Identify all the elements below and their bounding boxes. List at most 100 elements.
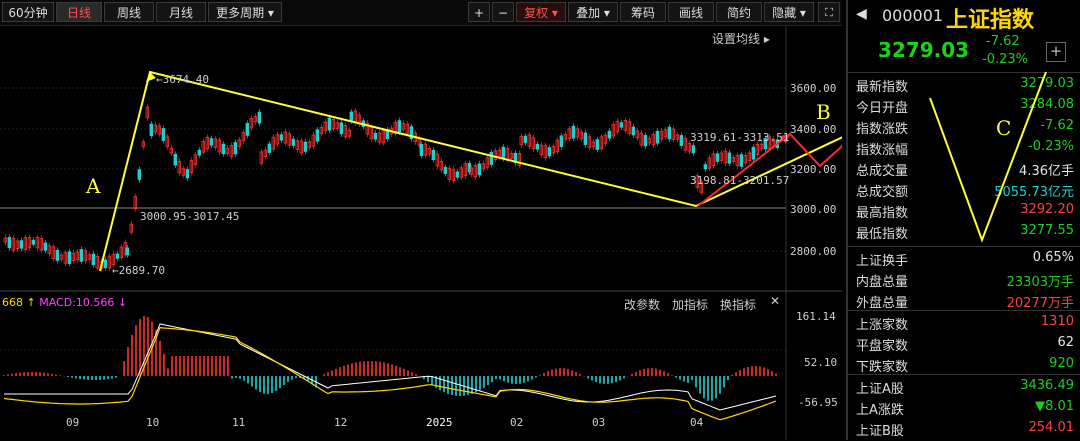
period-60min-button[interactable]: 60分钟 bbox=[2, 2, 54, 22]
stat-label: 最新指数 bbox=[856, 80, 909, 95]
stat-row: 最新指数 3279.03 bbox=[856, 76, 1074, 97]
hide-label: 隐藏 bbox=[772, 6, 797, 20]
index-name: 上证指数 bbox=[946, 8, 1035, 33]
add-watchlist-button[interactable]: + bbox=[1046, 42, 1066, 62]
stat-row: 总成交额 5055.73亿元 bbox=[856, 181, 1074, 202]
stat-row: 指数涨跌 -7.62 bbox=[856, 118, 1074, 139]
stat-label: 最高指数 bbox=[856, 206, 909, 221]
index-price: 3279.03 bbox=[878, 38, 970, 62]
chart-area: 设置均线 ▸ 3600.00 3400.00 3200.00 3000.00 2… bbox=[0, 26, 842, 440]
stat-label: 总成交量 bbox=[856, 164, 909, 179]
x-tick: 04 bbox=[690, 416, 704, 429]
stat-label: 上涨家数 bbox=[856, 318, 909, 333]
index-code: 000001 bbox=[882, 6, 944, 25]
simple-mode-button[interactable]: 简约 bbox=[716, 2, 762, 22]
stat-row: 上证B股 254.01 bbox=[856, 420, 1074, 441]
zoom-out-button[interactable]: − bbox=[492, 2, 514, 22]
stat-row: 今日开盘 3284.08 bbox=[856, 97, 1074, 118]
index-change: -7.62 bbox=[986, 34, 1020, 49]
overlay-label: 叠加 bbox=[576, 6, 601, 20]
chart-toolbar: 60分钟 日线 周线 月线 更多周期 ▾ + − 复权 ▾ 叠加 ▾ 筹码 画线… bbox=[0, 0, 842, 26]
price-tick: 2800.00 bbox=[790, 245, 837, 258]
stat-value: 3292.20 bbox=[1020, 202, 1074, 217]
macd-dif-line bbox=[4, 323, 777, 411]
stat-value: 23303万手 bbox=[1006, 275, 1074, 290]
stat-label: 最低指数 bbox=[856, 227, 909, 242]
x-tick-year: 2025 bbox=[426, 416, 453, 429]
macd-tick: 161.14 bbox=[796, 310, 836, 323]
x-tick: 10 bbox=[146, 416, 160, 429]
price-tick: 3000.00 bbox=[790, 203, 837, 216]
close-indicator-icon[interactable]: ✕ bbox=[770, 294, 781, 308]
stat-row: 外盘总量 20277万手 bbox=[856, 292, 1074, 313]
draw-line-button[interactable]: 画线 bbox=[668, 2, 714, 22]
stat-label: 总成交额 bbox=[856, 185, 909, 200]
price-tick: 3600.00 bbox=[790, 82, 837, 95]
low-value: 2689.70 bbox=[118, 264, 165, 277]
stat-value: 3279.03 bbox=[1020, 76, 1074, 91]
edit-params-button[interactable]: 改参数 bbox=[624, 298, 661, 312]
macd-bars bbox=[3, 316, 777, 401]
stat-label: 上A涨跌 bbox=[856, 403, 904, 418]
annotation-a: A bbox=[86, 174, 101, 198]
panel-separator bbox=[848, 310, 1080, 311]
x-tick: 02 bbox=[510, 416, 524, 429]
macd-tick: 52.10 bbox=[804, 356, 838, 369]
stat-value: 3284.08 bbox=[1020, 97, 1074, 112]
stat-value: 0.65% bbox=[1032, 250, 1074, 265]
low-label: ←2689.70 bbox=[112, 264, 165, 277]
stat-value: 254.01 bbox=[1028, 420, 1075, 435]
fullscreen-icon[interactable]: ⛶ bbox=[818, 2, 840, 22]
stat-label: 下跌家数 bbox=[856, 360, 909, 375]
annotation-b: B bbox=[816, 100, 831, 124]
gap-label-2: 3319.61-3313.51 bbox=[690, 131, 790, 144]
stat-row: 上证A股 3436.49 bbox=[856, 378, 1074, 399]
x-tick: 12 bbox=[334, 416, 348, 429]
set-ma-button[interactable]: 设置均线 ▸ bbox=[712, 32, 770, 46]
macd-header: 668 ↑ MACD:10.566 ↓ bbox=[2, 296, 128, 309]
stat-label: 上证A股 bbox=[856, 382, 904, 397]
stat-row: 最低指数 3277.55 bbox=[856, 223, 1074, 244]
chips-button[interactable]: 筹码 bbox=[620, 2, 666, 22]
macd-dea-line bbox=[3, 326, 777, 421]
add-indicator-button[interactable]: 加指标 bbox=[672, 298, 709, 312]
gap-label: 3000.95-3017.45 bbox=[140, 210, 240, 223]
x-tick: 11 bbox=[232, 416, 246, 429]
stat-label: 指数涨跌 bbox=[856, 122, 909, 137]
stat-value: 4.36亿手 bbox=[1019, 164, 1074, 179]
stat-label: 平盘家数 bbox=[856, 339, 909, 354]
stat-label: 外盘总量 bbox=[856, 296, 909, 311]
stat-label: 指数涨幅 bbox=[856, 143, 909, 158]
x-tick: 03 bbox=[592, 416, 606, 429]
stat-row: 上涨家数 1310 bbox=[856, 314, 1074, 335]
macd-value: MACD:10.566 bbox=[39, 296, 115, 309]
stat-value: ▼8.01 bbox=[1035, 399, 1074, 414]
more-periods-dropdown[interactable]: 更多周期 ▾ bbox=[208, 2, 282, 22]
trend-line-overlay bbox=[99, 70, 842, 272]
zoom-in-button[interactable]: + bbox=[468, 2, 490, 22]
hide-button[interactable]: 隐藏 ▾ bbox=[764, 2, 814, 22]
stat-value: -0.23% bbox=[1028, 139, 1074, 154]
candles-group bbox=[3, 104, 779, 272]
stat-value: 3277.55 bbox=[1020, 223, 1074, 238]
stat-value: 5055.73亿元 bbox=[994, 185, 1074, 200]
restore-rights-button[interactable]: 复权 ▾ bbox=[516, 2, 566, 22]
index-change-pct: -0.23% bbox=[982, 52, 1028, 67]
arrow-head-top bbox=[146, 72, 156, 82]
overlay-button[interactable]: 叠加 ▾ bbox=[568, 2, 618, 22]
stat-row: 下跌家数 920 bbox=[856, 356, 1074, 377]
period-daily-button[interactable]: 日线 bbox=[56, 2, 102, 22]
candlestick-chart[interactable] bbox=[0, 26, 842, 440]
panel-separator bbox=[848, 72, 1080, 73]
restore-rights-label: 复权 bbox=[524, 6, 549, 20]
switch-indicator-button[interactable]: 换指标 bbox=[720, 298, 757, 312]
macd-tick: -56.95 bbox=[798, 396, 838, 409]
red-arrow-head-1 bbox=[780, 134, 790, 144]
price-tick: 3200.00 bbox=[790, 163, 837, 176]
panel-collapse-icon[interactable]: ◀ bbox=[856, 6, 867, 22]
period-weekly-button[interactable]: 周线 bbox=[104, 2, 154, 22]
panel-separator bbox=[848, 246, 1080, 247]
period-monthly-button[interactable]: 月线 bbox=[156, 2, 206, 22]
macd-prefix: 668 bbox=[2, 296, 23, 309]
high-label: ←3674.40 bbox=[156, 73, 209, 86]
